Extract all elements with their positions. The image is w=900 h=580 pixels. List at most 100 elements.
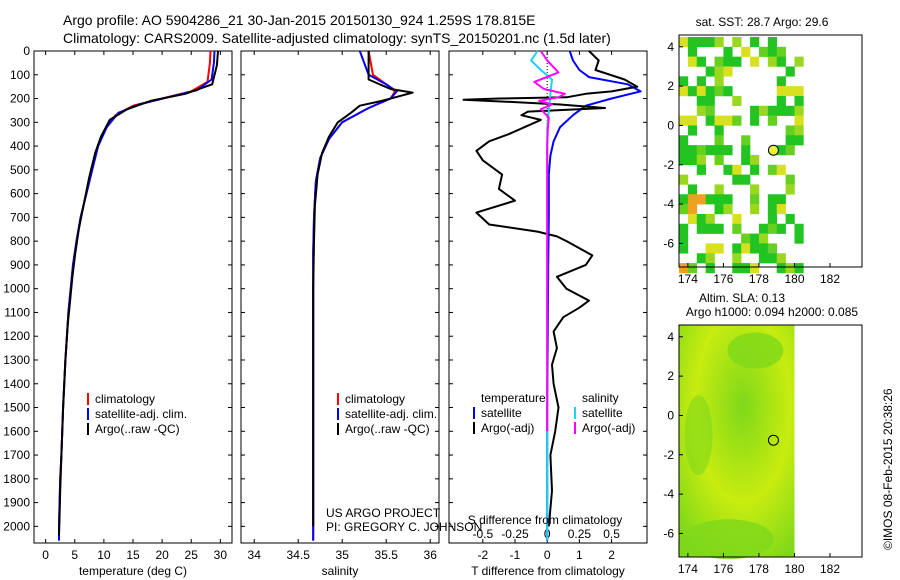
sst-cell — [714, 184, 724, 195]
map-y-tick-label: 4 — [667, 330, 674, 344]
sst-cell — [723, 164, 733, 175]
sst-cell — [794, 86, 804, 97]
x-tick-label: 34.5 — [287, 548, 311, 562]
y-tick-label: 1000 — [3, 282, 30, 296]
sst-map-title: sat. SST: 28.7 Argo: 29.6 — [696, 15, 829, 29]
sst-cell — [794, 135, 804, 146]
y-tick-label: 1300 — [3, 353, 30, 367]
y-tick-label: 600 — [10, 187, 30, 201]
sst-cell — [776, 263, 786, 274]
x-top-tick-label: -0.5 — [472, 527, 493, 541]
sst-cell — [679, 135, 689, 146]
sst-cell — [785, 145, 795, 156]
sst-cell — [679, 223, 689, 234]
sst-cell — [794, 105, 804, 116]
sst-cell — [732, 164, 742, 175]
sst-cell — [741, 233, 751, 244]
sst-cell — [679, 36, 689, 48]
float-position-marker — [767, 144, 779, 156]
sst-cell — [750, 56, 760, 67]
temperature-legend-climatology: climatology — [95, 392, 155, 406]
sst-cell — [767, 115, 778, 126]
salinity-panel: 34 34.5 35 35.5 36 — [241, 50, 439, 562]
sla-map-title-1: Altim. SLA: 0.13 — [699, 291, 785, 305]
header-line-2: Climatology: CARS2009. Satellite-adjuste… — [63, 30, 611, 46]
sst-cell — [679, 154, 689, 166]
map-x-tick-label: 176 — [713, 562, 733, 576]
sst-cell — [758, 243, 769, 254]
sst-cell — [794, 95, 804, 107]
header-line-1: Argo profile: AO 5904286_21 30-Jan-2015 … — [63, 12, 536, 28]
sst-cell — [750, 115, 760, 126]
sst-cell — [723, 145, 733, 156]
difference-legend-t-argo: Argo(-adj) — [481, 421, 534, 435]
sst-cell — [767, 253, 778, 264]
difference-legend: temperature salinity satellite Argo(-adj… — [473, 391, 635, 435]
sst-cell — [767, 194, 778, 205]
sst-cell — [750, 243, 760, 254]
sst-cell — [687, 263, 698, 274]
sst-cell — [705, 66, 715, 77]
sst-cell — [758, 253, 769, 264]
map-y-tick-label: 2 — [667, 369, 674, 383]
sst-cell — [750, 194, 760, 205]
sst-cell — [732, 56, 742, 67]
sst-cell — [732, 263, 742, 274]
sst-cell — [705, 105, 715, 116]
sst-cell — [696, 145, 706, 156]
sst-cell — [714, 223, 724, 234]
sst-cell — [741, 174, 751, 185]
sst-cell — [705, 86, 715, 97]
sst-cell — [696, 95, 706, 107]
map-y-tick-label: 0 — [667, 118, 674, 132]
sst-cell — [750, 204, 760, 215]
sst-cell — [785, 105, 795, 116]
map-y-tick-label: -2 — [663, 448, 674, 462]
sst-cell — [687, 46, 698, 57]
map-y-tick-label: 2 — [667, 79, 674, 93]
sst-cell — [714, 86, 724, 97]
sst-cell — [758, 233, 769, 244]
sst-cell — [687, 36, 698, 48]
sst-cell — [714, 56, 724, 67]
sst-cell — [750, 263, 760, 274]
sst-cell — [723, 66, 733, 77]
sst-cell — [679, 174, 689, 185]
y-tick-label: 900 — [10, 258, 30, 272]
sst-cell — [776, 56, 786, 67]
sst-cell — [732, 253, 742, 264]
difference-legend-t-satellite: satellite — [481, 406, 522, 420]
x-tick-label: 25 — [185, 548, 199, 562]
sst-cell — [776, 46, 786, 57]
series-line-s_argo — [533, 50, 566, 432]
difference-xlabel: T difference from climatology — [471, 564, 625, 578]
sst-cell — [776, 164, 786, 175]
sst-cell — [723, 194, 733, 205]
series-line-climatology — [58, 50, 212, 541]
sla-blob — [727, 332, 784, 369]
map-x-tick-label: 176 — [713, 272, 733, 286]
sst-cell — [714, 204, 724, 215]
sst-cell — [679, 76, 689, 87]
sst-cell — [750, 105, 760, 116]
temperature-xlabel: temperature (deg C) — [79, 564, 187, 578]
sst-cell — [741, 243, 751, 254]
difference-legend-s-satellite: satellite — [582, 406, 623, 420]
sst-cell — [767, 46, 778, 57]
sst-cell — [705, 223, 715, 234]
sst-cell — [794, 115, 804, 126]
sst-cell — [696, 36, 706, 48]
x-tick-label: 20 — [155, 548, 169, 562]
sla-blob — [683, 519, 774, 560]
sst-cell — [750, 154, 760, 166]
map-y-tick-label: -6 — [663, 236, 674, 250]
series-line-argo — [58, 50, 219, 536]
sst-cell — [714, 125, 724, 136]
difference-legend-header-temperature: temperature — [481, 391, 546, 405]
sst-cell — [714, 36, 724, 48]
float-position-marker-sla — [767, 434, 779, 446]
series-line-climatology — [312, 50, 396, 541]
sla-map-frame — [678, 324, 863, 558]
sst-cell — [714, 194, 724, 205]
